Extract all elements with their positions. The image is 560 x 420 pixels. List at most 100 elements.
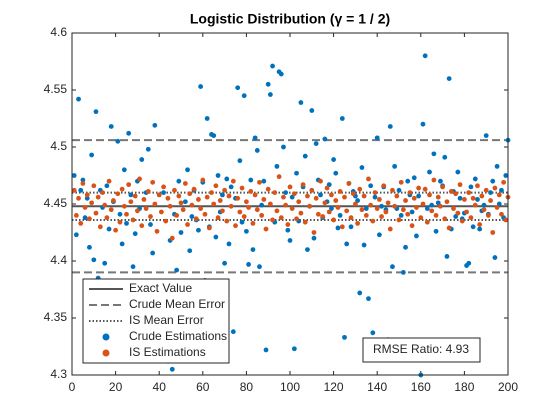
point [158,209,164,215]
point [246,262,251,267]
point [215,215,221,221]
point [200,177,206,183]
point [361,242,367,248]
point [145,146,151,152]
point [102,202,108,208]
point [350,191,356,197]
point [431,151,437,157]
legend-label: Crude Mean Error [129,297,225,311]
point [187,248,193,254]
point [150,250,156,256]
point [344,208,350,214]
point [409,223,415,229]
point [174,267,180,273]
point [241,93,247,99]
point [154,228,160,234]
point [451,206,456,211]
point [311,235,317,241]
point [294,170,299,176]
point [405,211,411,217]
point [161,190,166,196]
point [313,195,319,201]
x-tick-label: 100 [280,380,300,394]
point [228,184,234,190]
point [182,181,188,186]
point [366,176,371,182]
point [403,244,408,250]
axes-box [71,32,509,376]
point [95,194,101,200]
point [222,187,228,193]
point [446,225,452,231]
point [148,214,153,219]
x-tick-label: 200 [498,380,518,394]
point [481,202,487,208]
x-tick-label: 160 [411,380,431,394]
point [490,178,496,184]
x-tick-label: 180 [454,380,474,394]
point [496,192,502,198]
point [453,214,459,219]
point [416,193,422,199]
point [368,202,374,208]
point [468,215,474,221]
y-tick-label: 4.5 [50,139,67,153]
point [191,186,197,192]
point [128,192,134,198]
y-tick-label: 4.55 [44,82,68,96]
point [492,255,498,260]
point [466,190,472,196]
point [226,193,232,199]
point [453,191,459,197]
point [381,183,387,189]
point [272,190,278,196]
point [174,213,180,218]
point [455,210,461,216]
point [414,205,419,210]
point [291,346,297,352]
point [117,211,123,217]
point [420,121,426,127]
point [167,203,173,209]
point [274,208,280,214]
point [335,225,341,231]
point [121,203,127,209]
point [124,211,129,217]
point [298,210,304,216]
point [137,176,142,182]
point [108,207,114,213]
point [457,182,463,188]
point [211,133,217,139]
point [466,260,472,266]
point [241,214,247,219]
point [104,215,110,221]
point [379,203,384,209]
point [433,213,439,218]
point [342,334,347,340]
point [392,163,398,169]
point [287,238,293,243]
point [189,202,195,208]
point [259,202,265,208]
point [263,347,269,353]
point [152,122,158,128]
point [390,187,395,193]
point [178,230,184,235]
chart-title: Logistic Distribution (γ = 1 / 2) [190,11,390,27]
point [503,173,509,178]
point [111,198,116,203]
point [281,144,286,150]
point [326,182,332,188]
point [244,228,249,234]
point [180,207,186,213]
point [220,192,225,198]
point [446,76,452,81]
point [494,205,500,210]
x-tick-label: 60 [196,380,210,394]
point [254,207,260,213]
point [370,218,376,224]
point [226,241,232,247]
point [230,178,236,184]
point [126,182,132,188]
point [250,247,256,253]
